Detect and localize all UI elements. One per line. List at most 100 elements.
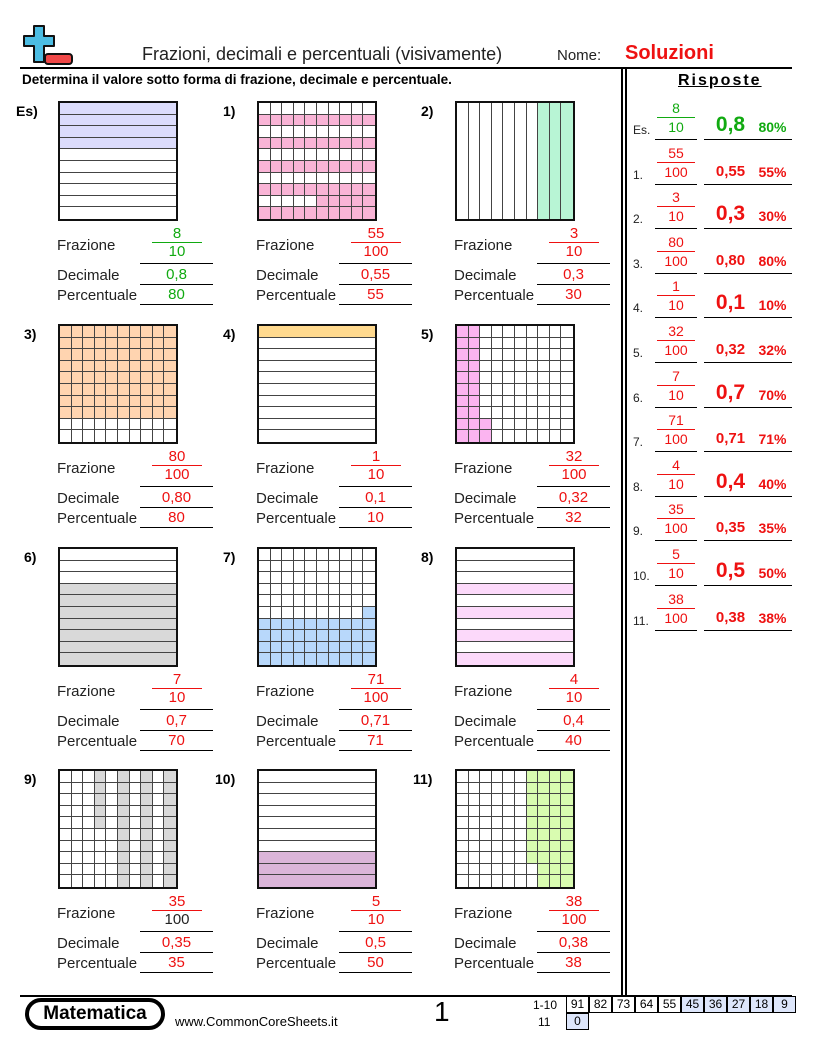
- shaded-cell: [328, 630, 341, 642]
- numerator: 4: [549, 671, 599, 689]
- grid-cell: [351, 126, 364, 138]
- grid-cell: [503, 829, 515, 841]
- shaded-cell: [561, 805, 573, 818]
- fraction-grid: [455, 547, 575, 667]
- grid-cell: [152, 840, 165, 853]
- shaded-cell: [164, 360, 176, 373]
- grid-cell: [317, 149, 329, 161]
- grid-cell: [340, 103, 352, 115]
- grid-cell: [515, 372, 527, 384]
- shaded-cell: [60, 407, 72, 419]
- grid-cell: [60, 771, 72, 783]
- percent-label: Percentuale: [256, 287, 337, 304]
- website-link[interactable]: www.CommonCoreSheets.it: [175, 1014, 338, 1029]
- decimal-answer: 0,8: [166, 266, 187, 283]
- fraction-answer: 35 100: [152, 893, 202, 929]
- answer-line: [655, 183, 697, 185]
- denominator: 10: [668, 475, 684, 492]
- grid-cell: [351, 595, 364, 607]
- grid-cell: [503, 326, 515, 338]
- shaded-cell: [118, 875, 130, 887]
- problem-number: 8): [421, 549, 434, 565]
- percent-answer: 40: [565, 732, 582, 749]
- grid-cell: [305, 195, 317, 208]
- grid-cell: [503, 817, 515, 829]
- grid-cell: [549, 395, 562, 408]
- grid-cell: [469, 103, 481, 219]
- shaded-cell: [129, 349, 142, 361]
- shaded-cell: [549, 782, 562, 795]
- shaded-cell: [340, 653, 352, 665]
- answer-fraction: 35 100: [651, 501, 701, 537]
- denominator: 100: [363, 689, 389, 706]
- grid-cell: [83, 794, 95, 806]
- shaded-cell: [293, 184, 306, 196]
- grid-cell: [351, 149, 364, 161]
- grid-cell: [457, 549, 573, 561]
- shaded-cell: [83, 395, 95, 408]
- decimal-answer: 0,1: [365, 489, 386, 506]
- shaded-cell: [363, 641, 375, 654]
- shaded-cell: [118, 384, 130, 396]
- denominator: 10: [668, 386, 684, 403]
- decimal-answer: 0,55: [360, 266, 391, 283]
- shaded-cell: [118, 326, 130, 338]
- percent-answer: 70: [168, 732, 185, 749]
- shaded-cell: [94, 794, 107, 806]
- answer-percent: 38%: [758, 609, 787, 626]
- grid-cell: [457, 840, 469, 853]
- grid-cell: [282, 572, 294, 584]
- grid-cell: [515, 430, 527, 442]
- denominator: 10: [668, 565, 684, 581]
- answer-fraction: 7 10: [651, 368, 701, 404]
- answer-number: 6.: [633, 390, 644, 405]
- shaded-cell: [259, 137, 271, 150]
- shaded-cell: [106, 407, 118, 419]
- answer-percent: 80%: [758, 119, 787, 135]
- denominator: 10: [668, 119, 684, 135]
- shaded-cell: [141, 840, 153, 853]
- grid-cell: [538, 326, 550, 338]
- shaded-cell: [561, 852, 573, 864]
- logo-plus-minus-icon: [23, 25, 73, 65]
- shaded-cell: [457, 583, 573, 596]
- grid-cell: [129, 840, 142, 853]
- shaded-cell: [328, 161, 341, 173]
- shaded-cell: [60, 372, 72, 384]
- shaded-cell: [71, 395, 84, 408]
- grid-cell: [106, 430, 118, 442]
- answer-line: [537, 304, 610, 305]
- shaded-cell: [351, 653, 364, 665]
- denominator: 100: [561, 466, 587, 483]
- grid-cell: [328, 172, 341, 185]
- shaded-cell: [118, 805, 130, 818]
- shaded-cell: [164, 782, 176, 795]
- shaded-cell: [561, 782, 573, 795]
- shaded-cell: [457, 407, 469, 419]
- grid-cell: [480, 337, 492, 350]
- grid-cell: [503, 805, 515, 818]
- grid-cell: [491, 782, 504, 795]
- grid-cell: [491, 794, 504, 806]
- grid-cell: [130, 430, 142, 442]
- shaded-cell: [305, 114, 317, 127]
- answer-fraction: 3 10: [651, 189, 701, 225]
- answer-line: [704, 629, 757, 631]
- answer-number: 10.: [633, 569, 650, 583]
- grid-cell: [95, 875, 107, 887]
- shaded-cell: [60, 395, 72, 408]
- decimal-answer: 0,35: [161, 934, 192, 951]
- shaded-cell: [129, 372, 142, 384]
- answer-line: [704, 183, 757, 185]
- denominator: 10: [168, 689, 186, 706]
- grid-cell: [305, 149, 317, 161]
- answer-line: [655, 228, 697, 230]
- name-label: Nome:: [557, 47, 602, 64]
- grid-cell: [282, 607, 294, 619]
- grid-cell: [270, 103, 283, 115]
- answer-line: [339, 263, 412, 264]
- numerator: 7: [152, 671, 202, 689]
- shaded-cell: [106, 349, 118, 361]
- grid-cell: [457, 103, 469, 219]
- fraction-label: Frazione: [57, 237, 116, 254]
